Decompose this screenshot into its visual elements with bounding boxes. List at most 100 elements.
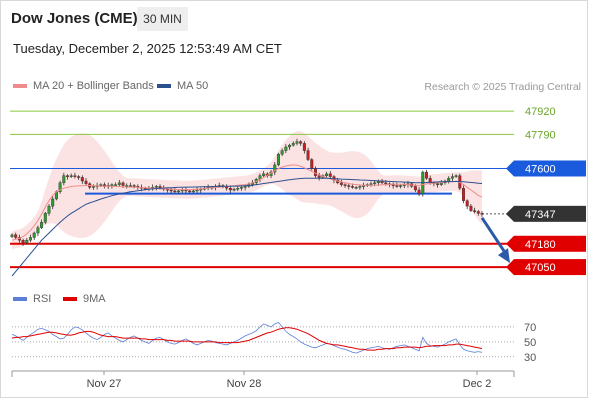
candle-body <box>413 186 417 191</box>
candle-body <box>69 175 73 177</box>
candle-body <box>188 190 192 193</box>
candle-body <box>191 190 195 193</box>
rsi-tick-70: 70 <box>524 322 536 334</box>
legend-ma50: MA 50 <box>157 80 208 92</box>
timeframe-button[interactable]: 30 MIN <box>137 7 188 31</box>
legend-ma50-label: MA 50 <box>177 80 209 92</box>
candle-body <box>239 187 243 189</box>
candle-body <box>91 186 95 188</box>
copyright-label: Research © 2025 Trading Central <box>424 81 581 93</box>
level-tag-pointer <box>506 259 514 276</box>
rsi-line <box>11 322 483 354</box>
candle-body <box>384 182 388 185</box>
candle-body <box>439 182 443 185</box>
candle-body <box>169 189 173 192</box>
candle-body <box>469 205 473 211</box>
ma50-swatch <box>157 84 171 88</box>
candle-body <box>232 188 236 191</box>
legend-ma20-label: MA 20 + Bollinger Bands <box>33 80 154 92</box>
legend-ma9: 9MA <box>63 293 106 305</box>
level-tag-47347 <box>514 205 586 222</box>
candle-body <box>306 150 310 160</box>
rsi-tick-30: 30 <box>524 352 536 364</box>
candle-body <box>228 188 232 191</box>
candle-body <box>262 173 266 176</box>
x-tick-label: Nov 28 <box>227 378 262 390</box>
candle-body <box>273 164 277 173</box>
candle-body <box>51 198 55 207</box>
candle-body <box>454 175 458 177</box>
candle-body <box>328 173 332 177</box>
candle-body <box>121 182 125 186</box>
candle-body <box>302 143 306 151</box>
ma20-swatch <box>13 84 27 88</box>
level-tag-pointer <box>506 205 514 222</box>
candle-body <box>284 146 288 151</box>
level-tag-pointer <box>506 235 514 252</box>
candle-body <box>21 239 25 244</box>
candle-body <box>369 183 373 185</box>
candle-body <box>66 175 69 177</box>
candle-body <box>110 184 114 186</box>
candle-body <box>14 234 18 238</box>
candle-body <box>425 171 428 179</box>
candle-body <box>399 185 403 187</box>
candle-body <box>80 177 84 182</box>
candle-body <box>436 183 440 185</box>
candle-body <box>173 190 177 193</box>
level-label-47920: 47920 <box>525 106 556 118</box>
ma50-line <box>11 177 483 277</box>
candle-body <box>29 237 32 241</box>
candle-body <box>243 186 247 188</box>
candle-body <box>180 189 184 192</box>
level-label-47180: 47180 <box>525 239 556 251</box>
candle-body <box>62 175 66 184</box>
candle-body <box>395 185 399 187</box>
x-tick-label: Dec 2 <box>463 378 492 390</box>
candle-body <box>295 141 299 144</box>
candle-body <box>343 184 347 186</box>
candle-body <box>128 185 132 187</box>
candle-body <box>99 184 103 186</box>
candle-body <box>36 227 40 234</box>
level-tag-47600 <box>514 160 586 177</box>
rsi-ma9-line <box>11 327 483 351</box>
candle-body <box>358 186 362 188</box>
level-tag-47180 <box>514 235 586 252</box>
candle-body <box>291 143 295 146</box>
level-tag-pointer <box>506 160 514 177</box>
legend-rsi: RSI <box>13 293 51 305</box>
candle-body <box>299 141 303 144</box>
level-label-47600: 47600 <box>525 163 556 175</box>
candle-body <box>117 182 121 185</box>
legend-rsi-label: RSI <box>33 293 52 305</box>
instrument-title: Dow Jones (CME) <box>11 10 138 27</box>
candle-body <box>473 210 477 212</box>
candle-body <box>325 173 329 176</box>
candle-body <box>195 189 199 192</box>
candle-body <box>43 213 47 223</box>
candle-body <box>465 200 469 207</box>
level-tag-47050 <box>514 259 586 276</box>
candle-body <box>339 182 343 185</box>
candle-body <box>114 184 118 186</box>
candle-body <box>84 180 88 184</box>
candle-body <box>73 175 77 177</box>
candle-body <box>32 232 36 238</box>
candle-body <box>350 186 354 188</box>
candle-body <box>476 211 480 214</box>
candle-body <box>58 182 62 192</box>
candle-body <box>25 239 29 244</box>
rsi-swatch <box>13 297 27 301</box>
ma20-line <box>11 164 483 241</box>
candle-body <box>310 159 314 169</box>
x-tick-label: Nov 27 <box>87 378 122 390</box>
candle-body <box>317 175 321 178</box>
candle-body <box>125 185 129 187</box>
candle-body <box>447 178 451 182</box>
legend-ma9-label: 9MA <box>83 293 106 305</box>
candle-body <box>40 222 44 228</box>
candle-body <box>347 185 351 187</box>
candle-body <box>288 144 292 148</box>
candle-body <box>480 213 484 215</box>
